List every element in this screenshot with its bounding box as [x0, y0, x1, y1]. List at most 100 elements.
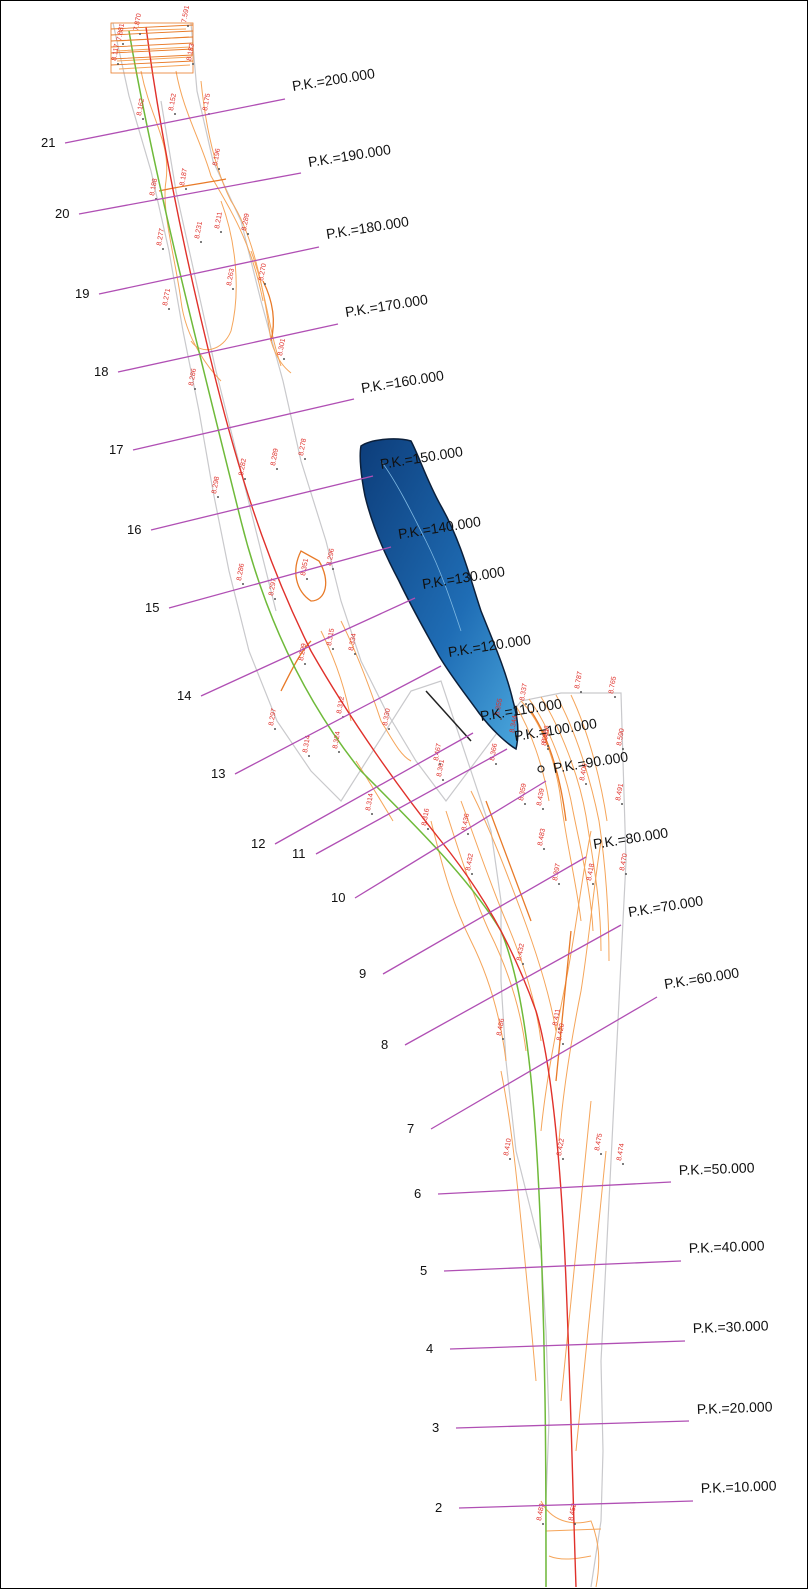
pk-label-10: P.K.=90.000 [552, 748, 629, 776]
elevation-label: 8.436 [461, 813, 471, 832]
elevation-label: 8.277 [156, 228, 166, 247]
section-number-9: 9 [359, 966, 366, 981]
elevation-label: 8.411 [552, 1008, 562, 1026]
section-number-2: 2 [435, 1500, 442, 1515]
elevation-point [168, 308, 170, 310]
pk-label-5: P.K.=40.000 [689, 1237, 765, 1256]
elevation-label: 8.359 [518, 783, 528, 802]
elevation-label: 8.298 [211, 476, 221, 495]
pk-label-19: P.K.=180.000 [325, 213, 410, 242]
elevation-point [308, 755, 310, 757]
elevation-label: 8.366 [489, 743, 499, 762]
elevation-point [524, 803, 526, 805]
section-line-2 [458, 1500, 694, 1509]
dark-boundary-line [425, 690, 472, 742]
elevation-label: 8.418 [586, 863, 596, 882]
elevation-label: 8.475 [594, 1133, 604, 1152]
section-line-12 [274, 732, 474, 845]
elevation-point [622, 1163, 624, 1165]
elevation-label: 8.432 [516, 943, 526, 962]
elevation-point [500, 718, 502, 720]
elevation-label: 8.486 [496, 1018, 506, 1037]
elevation-label: 8.765 [608, 676, 618, 695]
elevation-point [467, 833, 469, 835]
elevation-point [274, 598, 276, 600]
section-number-8: 8 [381, 1037, 388, 1052]
elevation-point [562, 1043, 564, 1045]
elevation-point [562, 1158, 564, 1160]
elevation-point [427, 828, 429, 830]
elevation-point [502, 1038, 504, 1040]
section-line-16 [150, 475, 374, 531]
elevation-point [614, 696, 616, 698]
elevation-point [600, 1153, 602, 1155]
elevation-point [495, 763, 497, 765]
pk-label-9: P.K.=80.000 [592, 824, 669, 852]
elevation-label: 8.397 [552, 863, 562, 882]
pk-label-20: P.K.=190.000 [307, 141, 392, 170]
elevation-label: 8.187 [179, 168, 189, 187]
pk-label-4: P.K.=30.000 [693, 1317, 769, 1336]
section-number-7: 7 [407, 1121, 414, 1136]
elevation-point [142, 118, 144, 120]
elevation-point [542, 808, 544, 810]
elevation-point [543, 848, 545, 850]
elevation-point [187, 25, 189, 27]
elevation-point [122, 43, 124, 45]
elevation-label: 8.491 [615, 783, 625, 802]
cross-sections: 21 P.K.=200.000 20 P.K.=190.000 19 P.K.=180.0… [41, 65, 777, 1515]
elevation-point [218, 168, 220, 170]
section-line-11 [315, 748, 508, 855]
elevation-label: 8.263 [226, 268, 236, 287]
elevation-point [522, 963, 524, 965]
elevation-label: 8.787 [574, 671, 584, 690]
elevation-label: 7.881 [116, 23, 126, 42]
elevation-point [220, 231, 222, 233]
elevation-point [332, 648, 334, 650]
elevation-point [304, 663, 306, 665]
section-number-12: 12 [251, 836, 265, 851]
elevation-label: 8.296 [326, 548, 336, 567]
section-line-15 [168, 546, 392, 609]
elevation-point [439, 763, 441, 765]
elevation-label: 8.590 [616, 728, 626, 747]
elevation-label: 8.231 [194, 221, 204, 240]
elevation-point [558, 883, 560, 885]
pk-label-7: P.K.=60.000 [663, 964, 740, 992]
elevation-label: 8.175 [202, 93, 212, 112]
section-line-3 [455, 1420, 690, 1429]
elevation-point [525, 703, 527, 705]
section-line-8 [404, 924, 622, 1046]
elevation-label: 8.286 [188, 368, 198, 387]
pk-label-17: P.K.=160.000 [360, 367, 445, 396]
elevation-point [244, 478, 246, 480]
red-axis-line [145, 26, 577, 1588]
elevation-point [471, 873, 473, 875]
section-line-21 [64, 98, 286, 144]
elevation-label: 8.344 [509, 715, 519, 734]
elevation-point [574, 1523, 576, 1525]
elevation-point [304, 458, 306, 460]
elevation-label: 8.278 [298, 438, 308, 457]
elevation-label: 8.361 [541, 728, 551, 747]
elevation-label: 8.314 [302, 735, 312, 754]
elevation-label: 8.211 [214, 211, 224, 229]
elevation-label: 8.188 [149, 178, 159, 197]
elevation-label: 8.361 [436, 759, 446, 778]
hatched-top-block [110, 22, 194, 74]
section-number-5: 5 [420, 1263, 427, 1278]
pk-label-6: P.K.=50.000 [679, 1159, 755, 1178]
elevation-point [242, 583, 244, 585]
section-line-5 [443, 1260, 682, 1272]
section-number-19: 19 [75, 286, 89, 301]
elevation-label: 8.474 [616, 1143, 626, 1162]
water-inner-contour [380, 460, 462, 632]
elevation-label: 8.470 [619, 853, 629, 872]
elevation-point [354, 653, 356, 655]
elevation-point [558, 1028, 560, 1030]
elevation-point [264, 283, 266, 285]
elevation-point [283, 358, 285, 360]
section-number-6: 6 [414, 1186, 421, 1201]
